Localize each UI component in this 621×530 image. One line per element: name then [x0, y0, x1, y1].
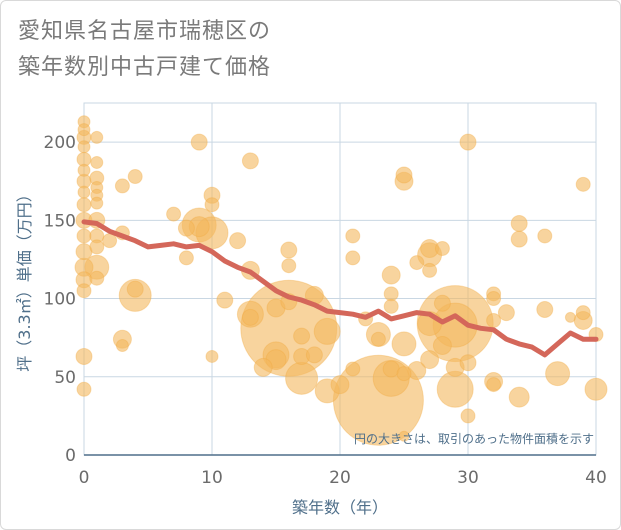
bubble-point	[126, 280, 144, 298]
bubble-point	[253, 357, 273, 377]
bubble-point	[459, 354, 477, 372]
bubble-point	[486, 312, 502, 328]
bubble-point	[432, 335, 452, 355]
axes: 0 10 20 30 40 0 50 100 150 200	[44, 133, 607, 488]
bubble-point	[177, 219, 195, 237]
x-tick-label: 30	[457, 468, 479, 488]
bubble-point	[409, 255, 425, 271]
bubble-point	[102, 233, 118, 249]
bubble-point	[584, 377, 608, 401]
bubble-point	[383, 298, 399, 314]
x-tick-label: 10	[201, 468, 223, 488]
bubble-point	[575, 176, 591, 192]
bubble-point	[77, 185, 91, 199]
bubble-point	[216, 291, 234, 309]
x-axis-label: 築年数（年）	[292, 498, 388, 517]
bubble-point	[280, 241, 298, 259]
bubble-point	[281, 258, 297, 274]
bubble-size-note: 円の大きさは、取引のあった物件面積を示す	[354, 431, 594, 446]
bubble-point	[90, 196, 104, 210]
bubble-point	[396, 366, 412, 382]
bubble-point	[345, 250, 361, 266]
bubble-point	[370, 331, 386, 347]
bubble-point	[395, 166, 413, 184]
y-tick-label: 0	[65, 446, 76, 466]
bubble-point	[545, 361, 571, 387]
bubble-point	[313, 317, 341, 345]
bubble-point	[510, 230, 528, 248]
y-tick-label: 200	[44, 133, 76, 153]
bubble-point	[330, 375, 350, 395]
bubble-point	[241, 152, 259, 170]
bubble-point	[76, 381, 92, 397]
chart-title-line-2: 築年数別中古戸建て価格	[18, 55, 272, 80]
bubble-point	[564, 311, 576, 323]
y-tick-label: 150	[44, 211, 76, 231]
bubble-point	[433, 294, 451, 312]
bubble-point	[381, 265, 401, 285]
y-tick-label: 100	[44, 290, 76, 310]
bubble-point	[75, 347, 93, 365]
bubble-point	[114, 178, 130, 194]
bubble-series	[74, 115, 608, 446]
bubble-point	[77, 140, 91, 154]
bubble-point	[115, 338, 129, 352]
bubble-point	[127, 169, 143, 185]
bubble-point	[486, 291, 502, 307]
bubble-point	[178, 250, 194, 266]
chart-title-line-1: 愛知県名古屋市瑞穂区の	[18, 19, 272, 44]
y-tick-label: 50	[54, 368, 76, 388]
bubble-point	[508, 386, 530, 408]
bubble-point	[460, 408, 476, 424]
bubble-point	[293, 327, 311, 345]
bubble-point	[241, 308, 259, 326]
bubble-point	[77, 163, 91, 177]
bubble-point	[497, 304, 515, 322]
bubble-point	[510, 214, 528, 232]
bubble-point	[90, 155, 104, 169]
bubble-point	[76, 283, 92, 299]
bubble-point	[190, 133, 208, 151]
x-tick-label: 40	[585, 468, 607, 488]
bubble-point	[383, 286, 399, 302]
bubble-point	[345, 361, 361, 377]
bubble-point	[76, 228, 92, 244]
bubble-point	[89, 239, 105, 255]
x-tick-label: 0	[79, 468, 90, 488]
bubble-point	[229, 232, 247, 250]
bubble-point	[305, 346, 323, 364]
bubble-point	[204, 197, 220, 213]
bubble-point	[391, 331, 417, 357]
bubble-point	[166, 206, 182, 222]
bubble-point	[459, 133, 477, 151]
chart-title: 愛知県名古屋市瑞穂区の 築年数別中古戸建て価格	[18, 14, 271, 86]
x-tick-label: 20	[329, 468, 351, 488]
bubble-point	[89, 270, 105, 286]
y-axis-label: 坪（3.3㎡）単価（万円）	[15, 186, 34, 371]
bubble-point	[90, 130, 104, 144]
bubble-point	[398, 430, 410, 442]
bubble-point	[345, 228, 361, 244]
bubble-point	[205, 349, 219, 363]
bubble-point	[285, 361, 319, 395]
trend-line	[81, 219, 599, 358]
bubble-point	[420, 350, 440, 370]
bubble-point	[422, 262, 438, 278]
bubble-point	[537, 228, 553, 244]
bubble-point	[77, 123, 91, 137]
bubble-point	[575, 305, 591, 321]
bubble-point	[434, 240, 450, 256]
bubble-point	[76, 197, 92, 213]
trend-line-series	[81, 219, 599, 358]
bubble-point	[486, 377, 502, 393]
bubble-point	[536, 301, 554, 319]
